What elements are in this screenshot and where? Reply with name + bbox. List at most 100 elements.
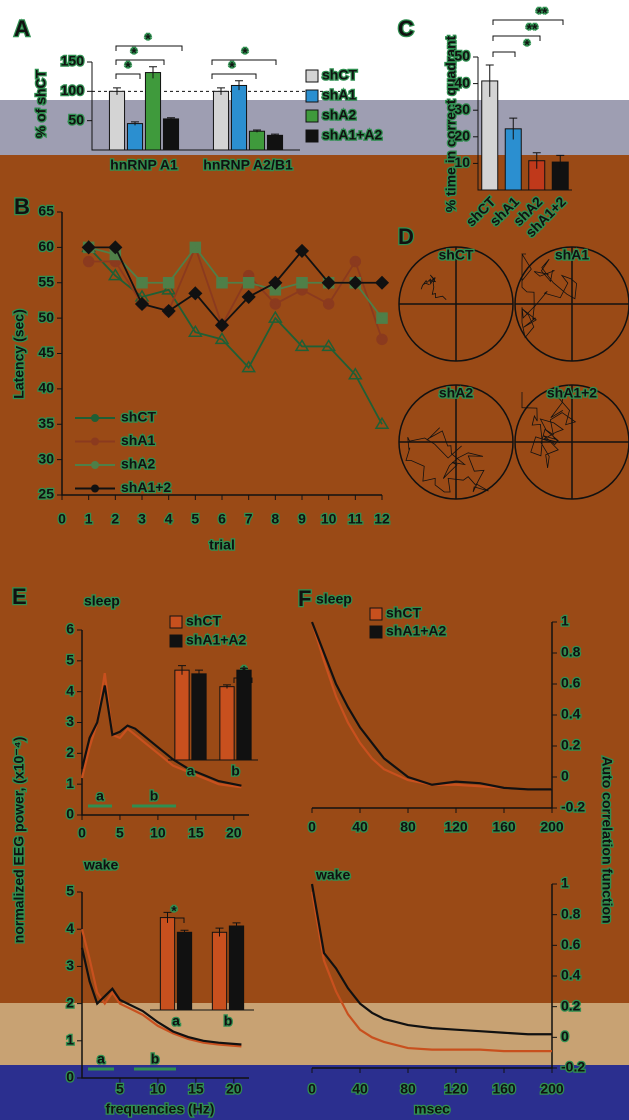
y-tick-label: 35 (38, 415, 54, 431)
legend-label: shA2 (121, 456, 155, 472)
panel-label: D (398, 224, 414, 249)
legend-label: shA1 (121, 432, 155, 448)
x-tick-label: 0 (58, 511, 66, 527)
y-tick-label: 5 (66, 883, 74, 899)
x-tick-label: 10 (150, 825, 166, 841)
legend-swatch (306, 110, 318, 122)
legend-swatch (170, 616, 182, 628)
pool-label: shA1 (555, 247, 589, 263)
bar (175, 670, 189, 760)
y-tick-label: 0 (66, 1069, 74, 1085)
bar (249, 131, 264, 150)
x-tick-label: 40 (352, 1081, 368, 1097)
y-axis-label: Auto correlation function (599, 756, 615, 923)
legend-swatch (370, 626, 382, 638)
y-tick-label: 0.2 (561, 737, 581, 753)
x-tick-label: 20 (226, 1081, 242, 1097)
y-tick-label: -0.2 (561, 1059, 585, 1075)
panel-label: F (298, 586, 311, 611)
bar (229, 926, 243, 1010)
band-label: b (151, 1051, 160, 1067)
band-label: b (150, 788, 159, 804)
pool-label: shCT (439, 247, 474, 263)
x-tick-label: 40 (352, 819, 368, 835)
band-label: a (96, 788, 104, 804)
bar (192, 674, 206, 760)
x-tick-label: 80 (400, 1081, 416, 1097)
y-tick-label: 3 (66, 957, 74, 973)
x-tick-label: 120 (444, 819, 468, 835)
panel-title: sleep (316, 591, 352, 607)
y-axis-label: Latency (sec) (11, 309, 27, 398)
panel-label: E (12, 584, 27, 609)
bar (109, 91, 124, 150)
bar (145, 73, 160, 150)
x-tick-label: 200 (540, 819, 564, 835)
y-tick-label: 4 (66, 682, 74, 698)
y-tick-label: 150 (61, 53, 85, 69)
y-tick-label: 40 (454, 74, 470, 90)
bar (267, 135, 282, 150)
y-tick-label: 4 (66, 920, 74, 936)
x-tick-label: 10 (321, 511, 337, 527)
legend-swatch (306, 130, 318, 142)
figure: A% of shCT*****50100150hnRNP A1hnRNP A2/… (0, 0, 629, 1120)
y-tick-label: -0.2 (561, 799, 585, 815)
category-label: hnRNP A1 (110, 157, 178, 173)
x-tick-label: 2 (111, 511, 119, 527)
significance: * (242, 45, 248, 61)
legend-swatch (306, 70, 318, 82)
legend-swatch (170, 635, 182, 647)
y-tick-label: 1 (561, 613, 569, 629)
x-tick-label: 7 (245, 511, 253, 527)
y-tick-label: 3 (66, 713, 74, 729)
y-tick-label: 25 (38, 486, 54, 502)
y-tick-label: 30 (454, 101, 470, 117)
y-tick-label: 60 (38, 238, 54, 254)
category-label: a (187, 763, 195, 779)
y-tick-label: 100 (61, 82, 85, 98)
y-tick-label: 10 (454, 154, 470, 170)
x-tick-label: 0 (78, 825, 86, 841)
significance: * (131, 45, 137, 61)
panel-label: B (14, 194, 30, 219)
y-tick-label: 0 (66, 806, 74, 822)
category-label: b (224, 1013, 233, 1029)
significance: ** (527, 21, 538, 37)
legend-label: shA1+A2 (322, 127, 383, 143)
y-tick-label: 45 (38, 344, 54, 360)
x-tick-label: 5 (191, 511, 199, 527)
x-tick-label: 4 (165, 511, 173, 527)
y-tick-label: 40 (38, 380, 54, 396)
x-tick-label: 5 (116, 825, 124, 841)
band-label: a (97, 1051, 105, 1067)
legend-label: shCT (322, 67, 357, 83)
significance: ** (537, 5, 548, 21)
y-tick-label: 1 (561, 875, 569, 891)
category-label: a (172, 1013, 180, 1029)
panel-title: sleep (84, 593, 120, 609)
bar (160, 918, 174, 1010)
x-tick-label: 1 (85, 511, 93, 527)
legend-marker (91, 485, 99, 493)
y-axis-label: % of shCT (33, 69, 49, 138)
y-tick-label: 0.6 (561, 675, 581, 691)
significance: * (524, 37, 530, 53)
y-tick-label: 65 (38, 203, 54, 219)
y-tick-label: 0.4 (561, 706, 581, 722)
x-tick-label: 120 (444, 1081, 468, 1097)
x-tick-label: 0 (308, 1081, 316, 1097)
x-tick-label: 5 (116, 1081, 124, 1097)
y-tick-label: 0 (561, 1028, 569, 1044)
y-tick-label: 2 (66, 994, 74, 1010)
band-gray (0, 100, 629, 155)
category-label: b (231, 763, 240, 779)
y-axis-label: normalized EEG power, (x10⁻⁴) (11, 737, 27, 943)
y-tick-label: 55 (38, 273, 54, 289)
y-tick-label: 0.2 (561, 997, 581, 1013)
x-tick-label: 20 (226, 825, 242, 841)
y-tick-label: 2 (66, 744, 74, 760)
x-tick-label: 15 (188, 1081, 204, 1097)
bar (213, 91, 228, 150)
panel-title: wake (83, 857, 118, 873)
